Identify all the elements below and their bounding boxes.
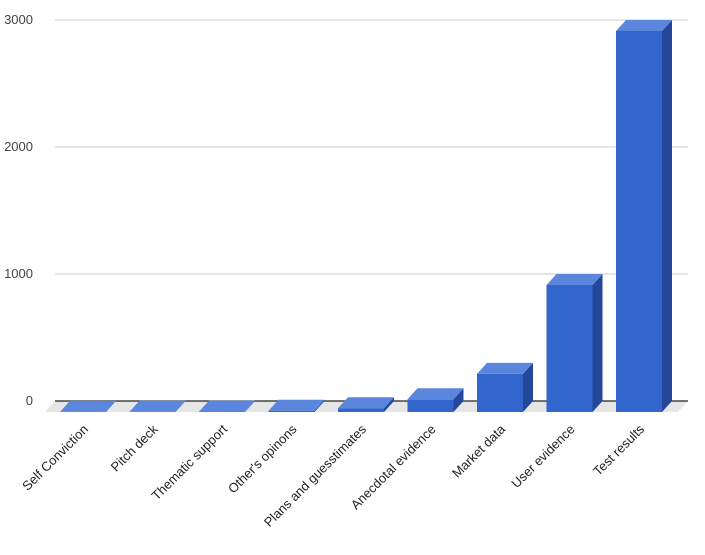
bar — [477, 362, 533, 412]
y-axis-labels: 0 1000 2000 3000 — [4, 12, 33, 408]
x-tick-label: Market data — [449, 421, 509, 481]
bar-top — [546, 274, 603, 285]
bar-side — [384, 397, 394, 412]
bar — [199, 400, 255, 412]
bar-top — [199, 400, 255, 412]
bar-top — [616, 20, 672, 31]
bar-top — [477, 362, 533, 374]
bar-front — [546, 285, 593, 412]
bar-top — [338, 397, 394, 409]
bars — [60, 20, 672, 412]
bar — [338, 397, 394, 412]
y-tick-label: 0 — [26, 393, 33, 408]
x-tick-label: User evidence — [508, 422, 577, 491]
bar-side — [662, 20, 672, 412]
bar-side — [592, 274, 603, 412]
x-tick-label: Test results — [590, 421, 647, 478]
bar-side — [106, 400, 116, 412]
bar-front — [268, 410, 315, 412]
bar-front — [407, 399, 454, 412]
x-tick-label: Self Conviction — [19, 422, 91, 494]
x-tick-label: Other's opinons — [225, 421, 300, 496]
bar-front — [477, 373, 523, 412]
bar-side — [453, 388, 464, 412]
y-tick-label: 3000 — [4, 12, 33, 27]
bar-top — [129, 400, 186, 412]
bar-top — [60, 400, 116, 412]
bar — [268, 399, 325, 412]
y-tick-label: 2000 — [4, 139, 33, 154]
bar — [129, 400, 186, 412]
y-tick-label: 1000 — [4, 266, 33, 281]
x-tick-label: Pitch deck — [108, 421, 161, 474]
bar-side — [314, 399, 325, 412]
bar-top — [407, 388, 464, 400]
bar — [616, 20, 672, 412]
bar — [407, 388, 464, 412]
bar-side — [245, 400, 255, 412]
bar-side — [523, 362, 533, 412]
bar — [546, 274, 603, 412]
x-tick-label: Thematic support — [148, 421, 230, 503]
bar-front — [338, 408, 384, 412]
bar — [60, 400, 116, 412]
bar-side — [175, 400, 186, 412]
bar-front — [616, 31, 662, 412]
bar-top — [268, 399, 325, 411]
